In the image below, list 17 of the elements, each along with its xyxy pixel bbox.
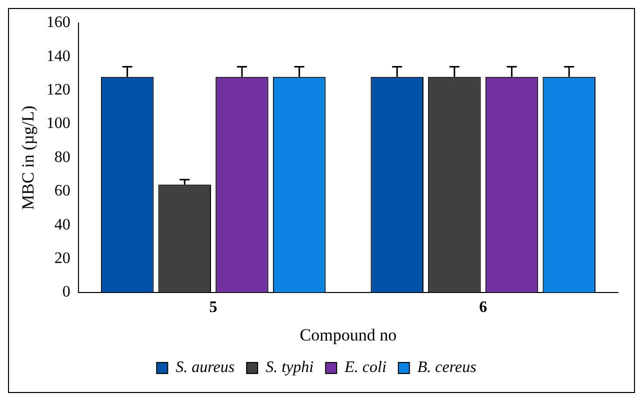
y-tick-label: 120 xyxy=(46,82,70,99)
y-tick-label: 20 xyxy=(54,250,70,267)
x-axis-title: Compound no xyxy=(300,325,397,344)
y-axis-title: MBC in (µg/L) xyxy=(18,106,38,210)
y-tick-label: 80 xyxy=(54,148,70,166)
y-tick-label: 160 xyxy=(46,14,70,32)
y-tick-label: 140 xyxy=(46,48,70,65)
x-tick-label: 6 xyxy=(479,299,488,316)
legend-label: B. cereus xyxy=(417,359,476,376)
legend-label: E. coli xyxy=(344,359,386,376)
y-tick-label: 100 xyxy=(46,115,70,132)
y-tick-label: 0 xyxy=(62,284,70,301)
legend-label: S. typhi xyxy=(266,359,314,376)
legend-label: S. aureus xyxy=(176,359,235,376)
y-tick-label: 60 xyxy=(54,182,70,200)
y-tick-label: 40 xyxy=(54,216,70,234)
x-tick-label: 5 xyxy=(209,299,218,316)
